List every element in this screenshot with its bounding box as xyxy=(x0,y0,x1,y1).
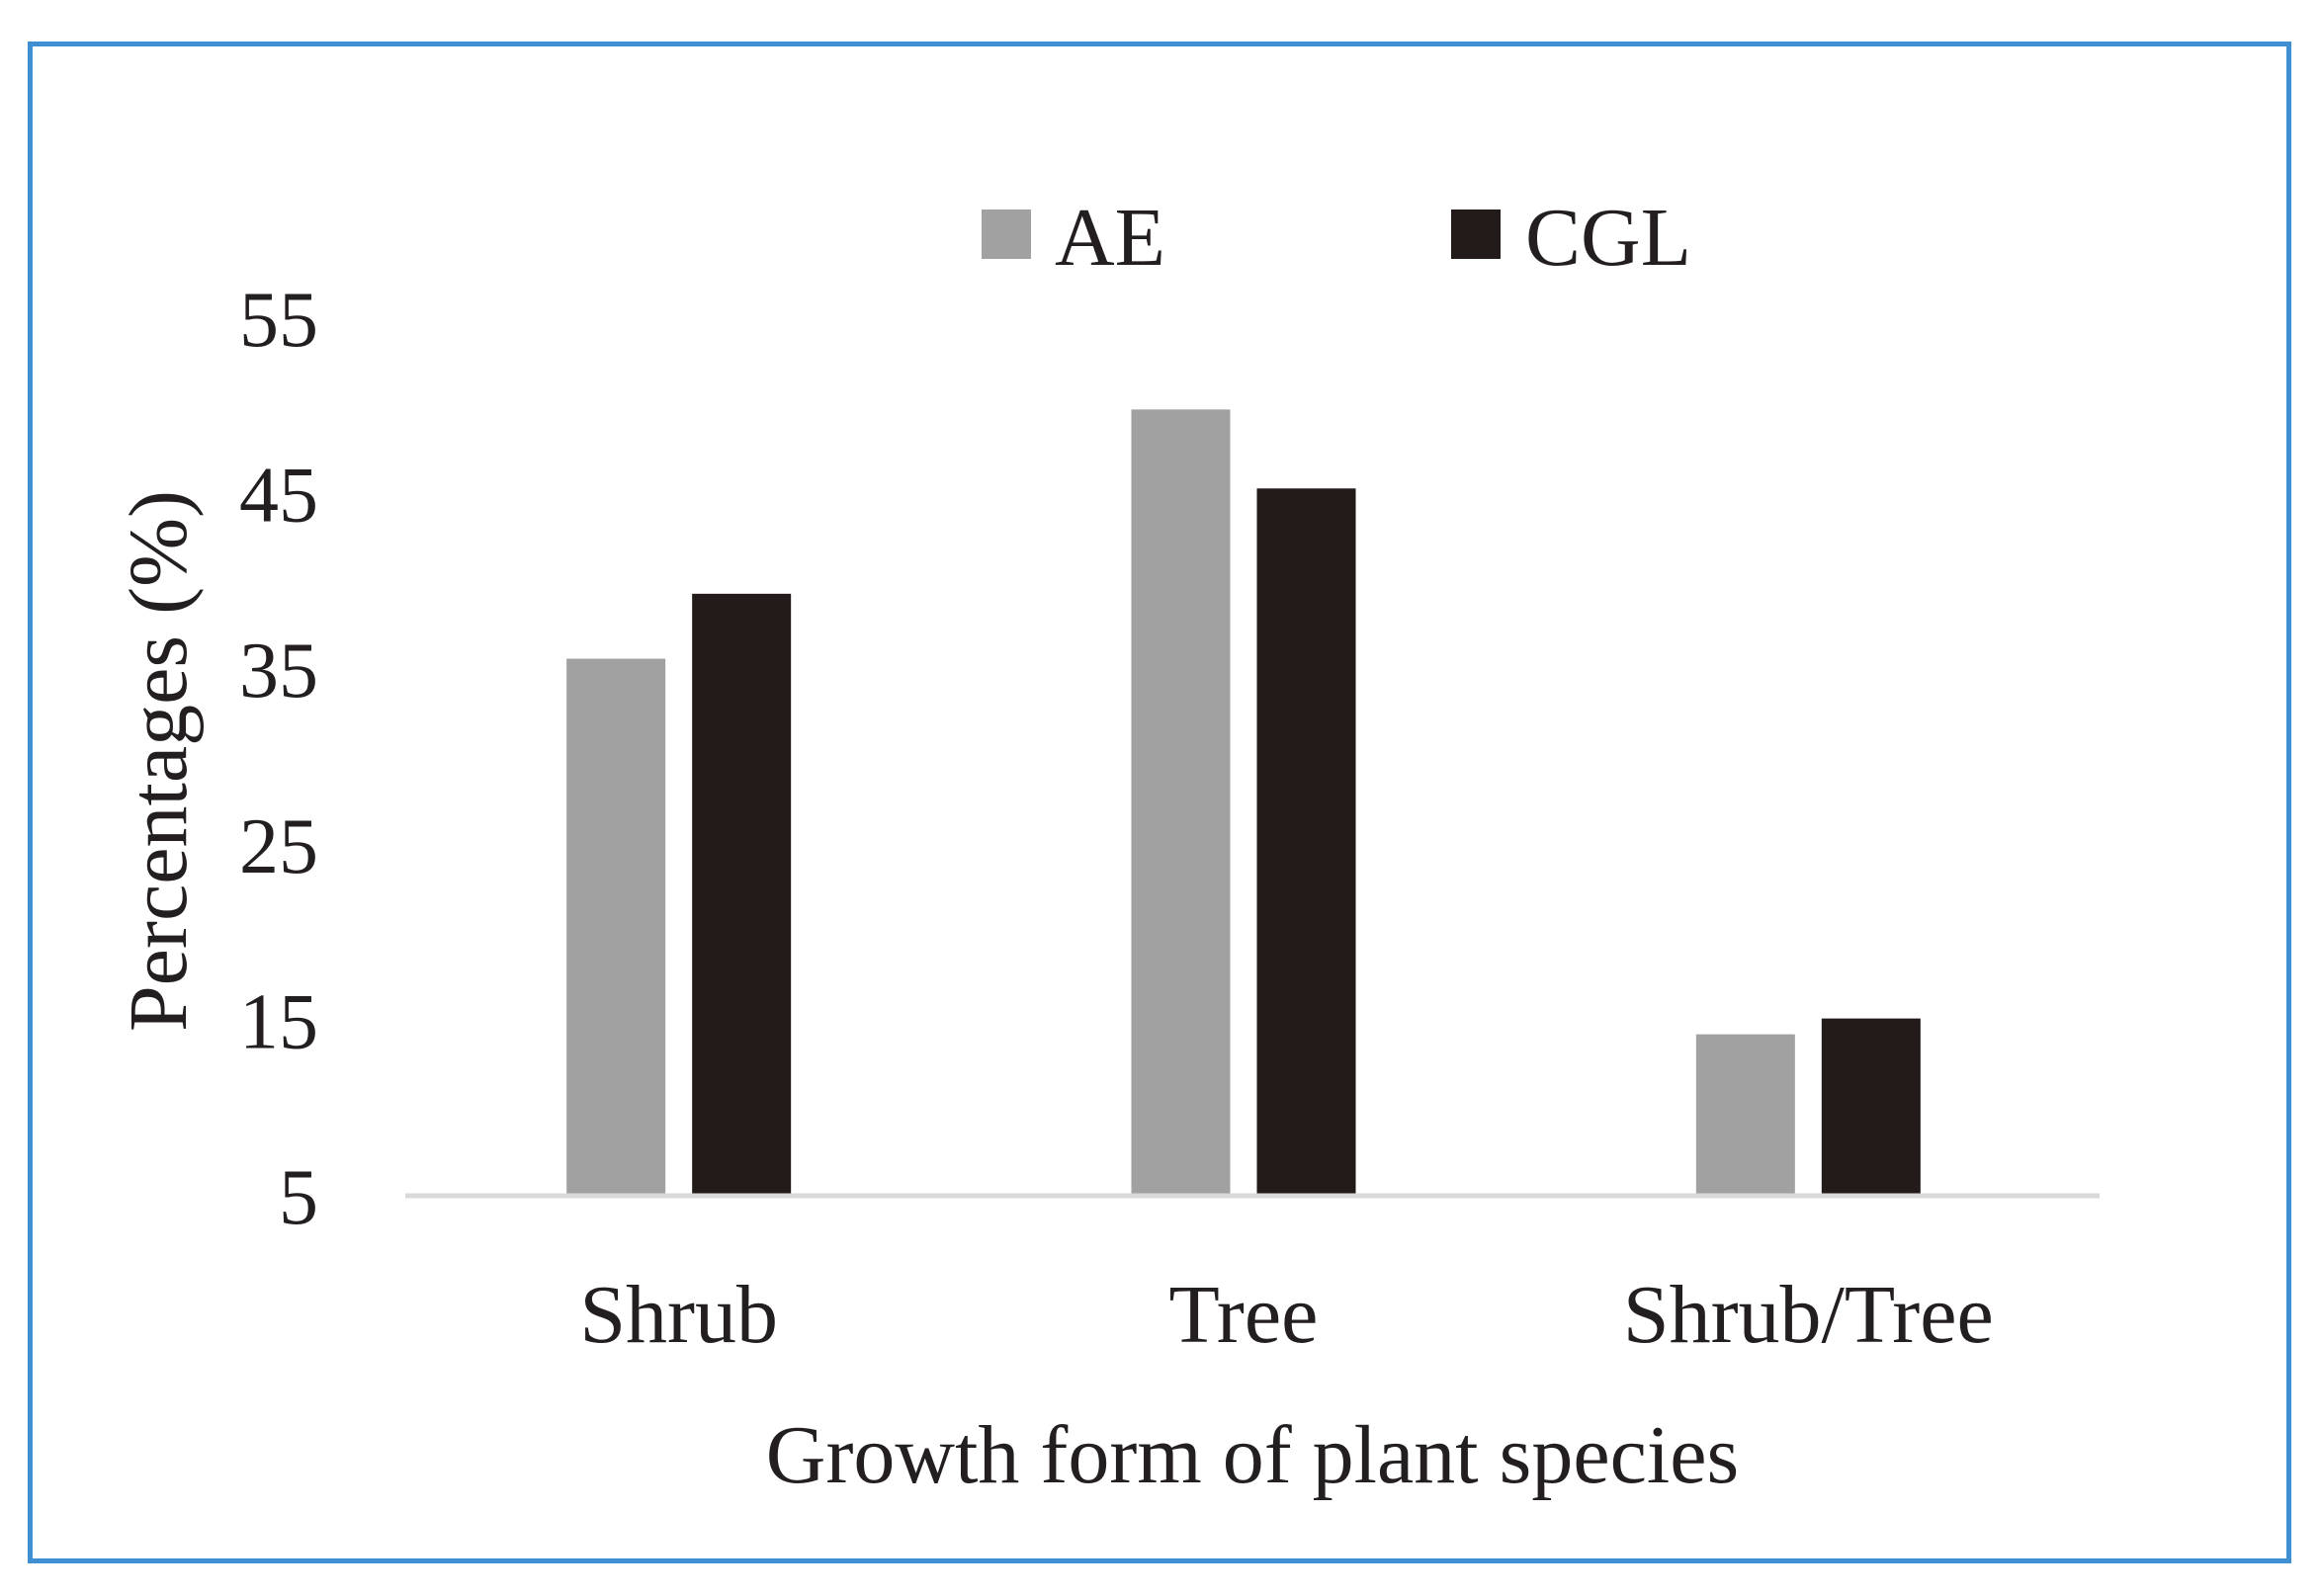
y-tick-label: 55 xyxy=(239,277,318,364)
y-tick-label: 25 xyxy=(239,803,318,890)
x-tick-label: Tree xyxy=(1169,1269,1319,1361)
bar-ae-tree xyxy=(1131,409,1231,1196)
y-axis-title: Percentages (%) xyxy=(113,490,205,1032)
bar-cgl-shrub-tree xyxy=(1821,1018,1921,1196)
y-tick-label: 45 xyxy=(239,453,318,540)
x-tick-label: Shrub/Tree xyxy=(1623,1269,1994,1361)
bar-cgl-tree xyxy=(1256,488,1356,1197)
bars xyxy=(566,409,1921,1197)
bar-cgl-shrub xyxy=(692,593,792,1196)
bar-ae-shrub-tree xyxy=(1695,1034,1795,1196)
legend-swatch-ae xyxy=(982,210,1031,259)
legend: AE CGL xyxy=(982,192,1691,284)
x-axis-title: Growth form of plant species xyxy=(766,1409,1739,1501)
x-axis-tick-labels: Shrub Tree Shrub/Tree xyxy=(579,1269,1993,1361)
y-tick-label: 35 xyxy=(239,628,318,714)
y-tick-label: 5 xyxy=(279,1154,318,1241)
figure-frame xyxy=(28,42,2291,1563)
legend-label-cgl: CGL xyxy=(1525,192,1691,284)
legend-label-ae: AE xyxy=(1055,192,1165,284)
bar-ae-shrub xyxy=(566,658,666,1196)
legend-swatch-cgl xyxy=(1451,210,1501,259)
x-tick-label: Shrub xyxy=(579,1269,778,1361)
y-axis-tick-labels: 5 15 25 35 45 55 xyxy=(239,277,318,1241)
y-tick-label: 15 xyxy=(239,978,318,1065)
